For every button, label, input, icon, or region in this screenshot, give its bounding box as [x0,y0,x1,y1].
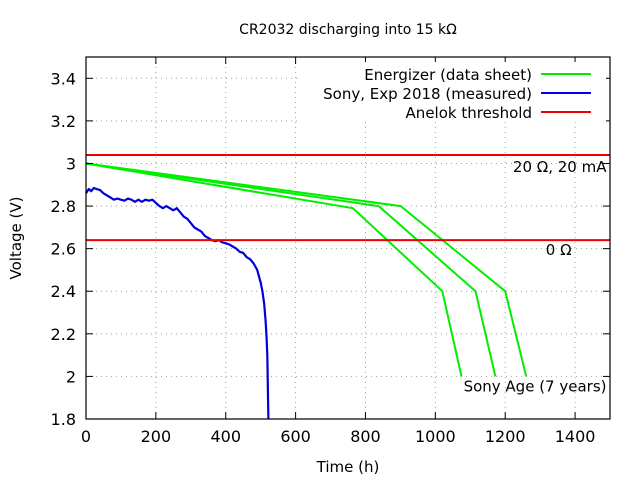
energizer-line-2 [85,162,497,377]
plot-area [85,153,610,420]
x-tick-label: 800 [350,427,381,446]
legend: Energizer (data sheet) Sony, Exp 2018 (m… [300,62,606,122]
x-tick-label: 1000 [415,427,456,446]
ticks: 0 200 400 600 800 1000 1200 1400 1.8 2 2.2 2.4 2.6 2.… [51,57,610,446]
y-tick-label: 2.6 [51,240,76,259]
y-tick-label: 2.2 [51,325,76,344]
x-tick-label: 1400 [555,427,596,446]
legend-label-anelok: Anelok threshold [406,104,532,122]
annotation-3: Sony Age (7 years) [464,377,607,395]
y-axis-label: Voltage (V) [7,197,25,280]
y-tick-label: 2 [66,367,76,386]
annotation-1: 20 Ω, 20 mA [513,158,607,176]
y-tick-label: 3.2 [51,112,76,131]
sony-line [85,186,270,420]
x-tick-label: 600 [280,427,311,446]
y-tick-label: 3.4 [51,69,76,88]
legend-label-sony: Sony, Exp 2018 (measured) [323,85,532,103]
energizer-line-1 [85,162,463,377]
y-tick-label: 2.8 [51,197,76,216]
annotations: 20 Ω, 20 mA 0 Ω Sony Age (7 years) [464,158,608,395]
x-tick-label: 0 [81,427,91,446]
x-tick-label: 400 [210,427,241,446]
x-axis-label: Time (h) [316,458,380,476]
y-tick-label: 3 [66,154,76,173]
y-tick-label: 1.8 [51,410,76,429]
energizer-line-3 [85,162,528,377]
plot-frame [85,56,611,420]
y-tick-label: 2.4 [51,282,76,301]
x-tick-label: 1200 [485,427,526,446]
x-tick-label: 200 [141,427,172,446]
legend-label-energizer: Energizer (data sheet) [364,66,532,84]
annotation-2: 0 Ω [546,241,572,259]
chart-title: CR2032 discharging into 15 kΩ [239,22,457,38]
